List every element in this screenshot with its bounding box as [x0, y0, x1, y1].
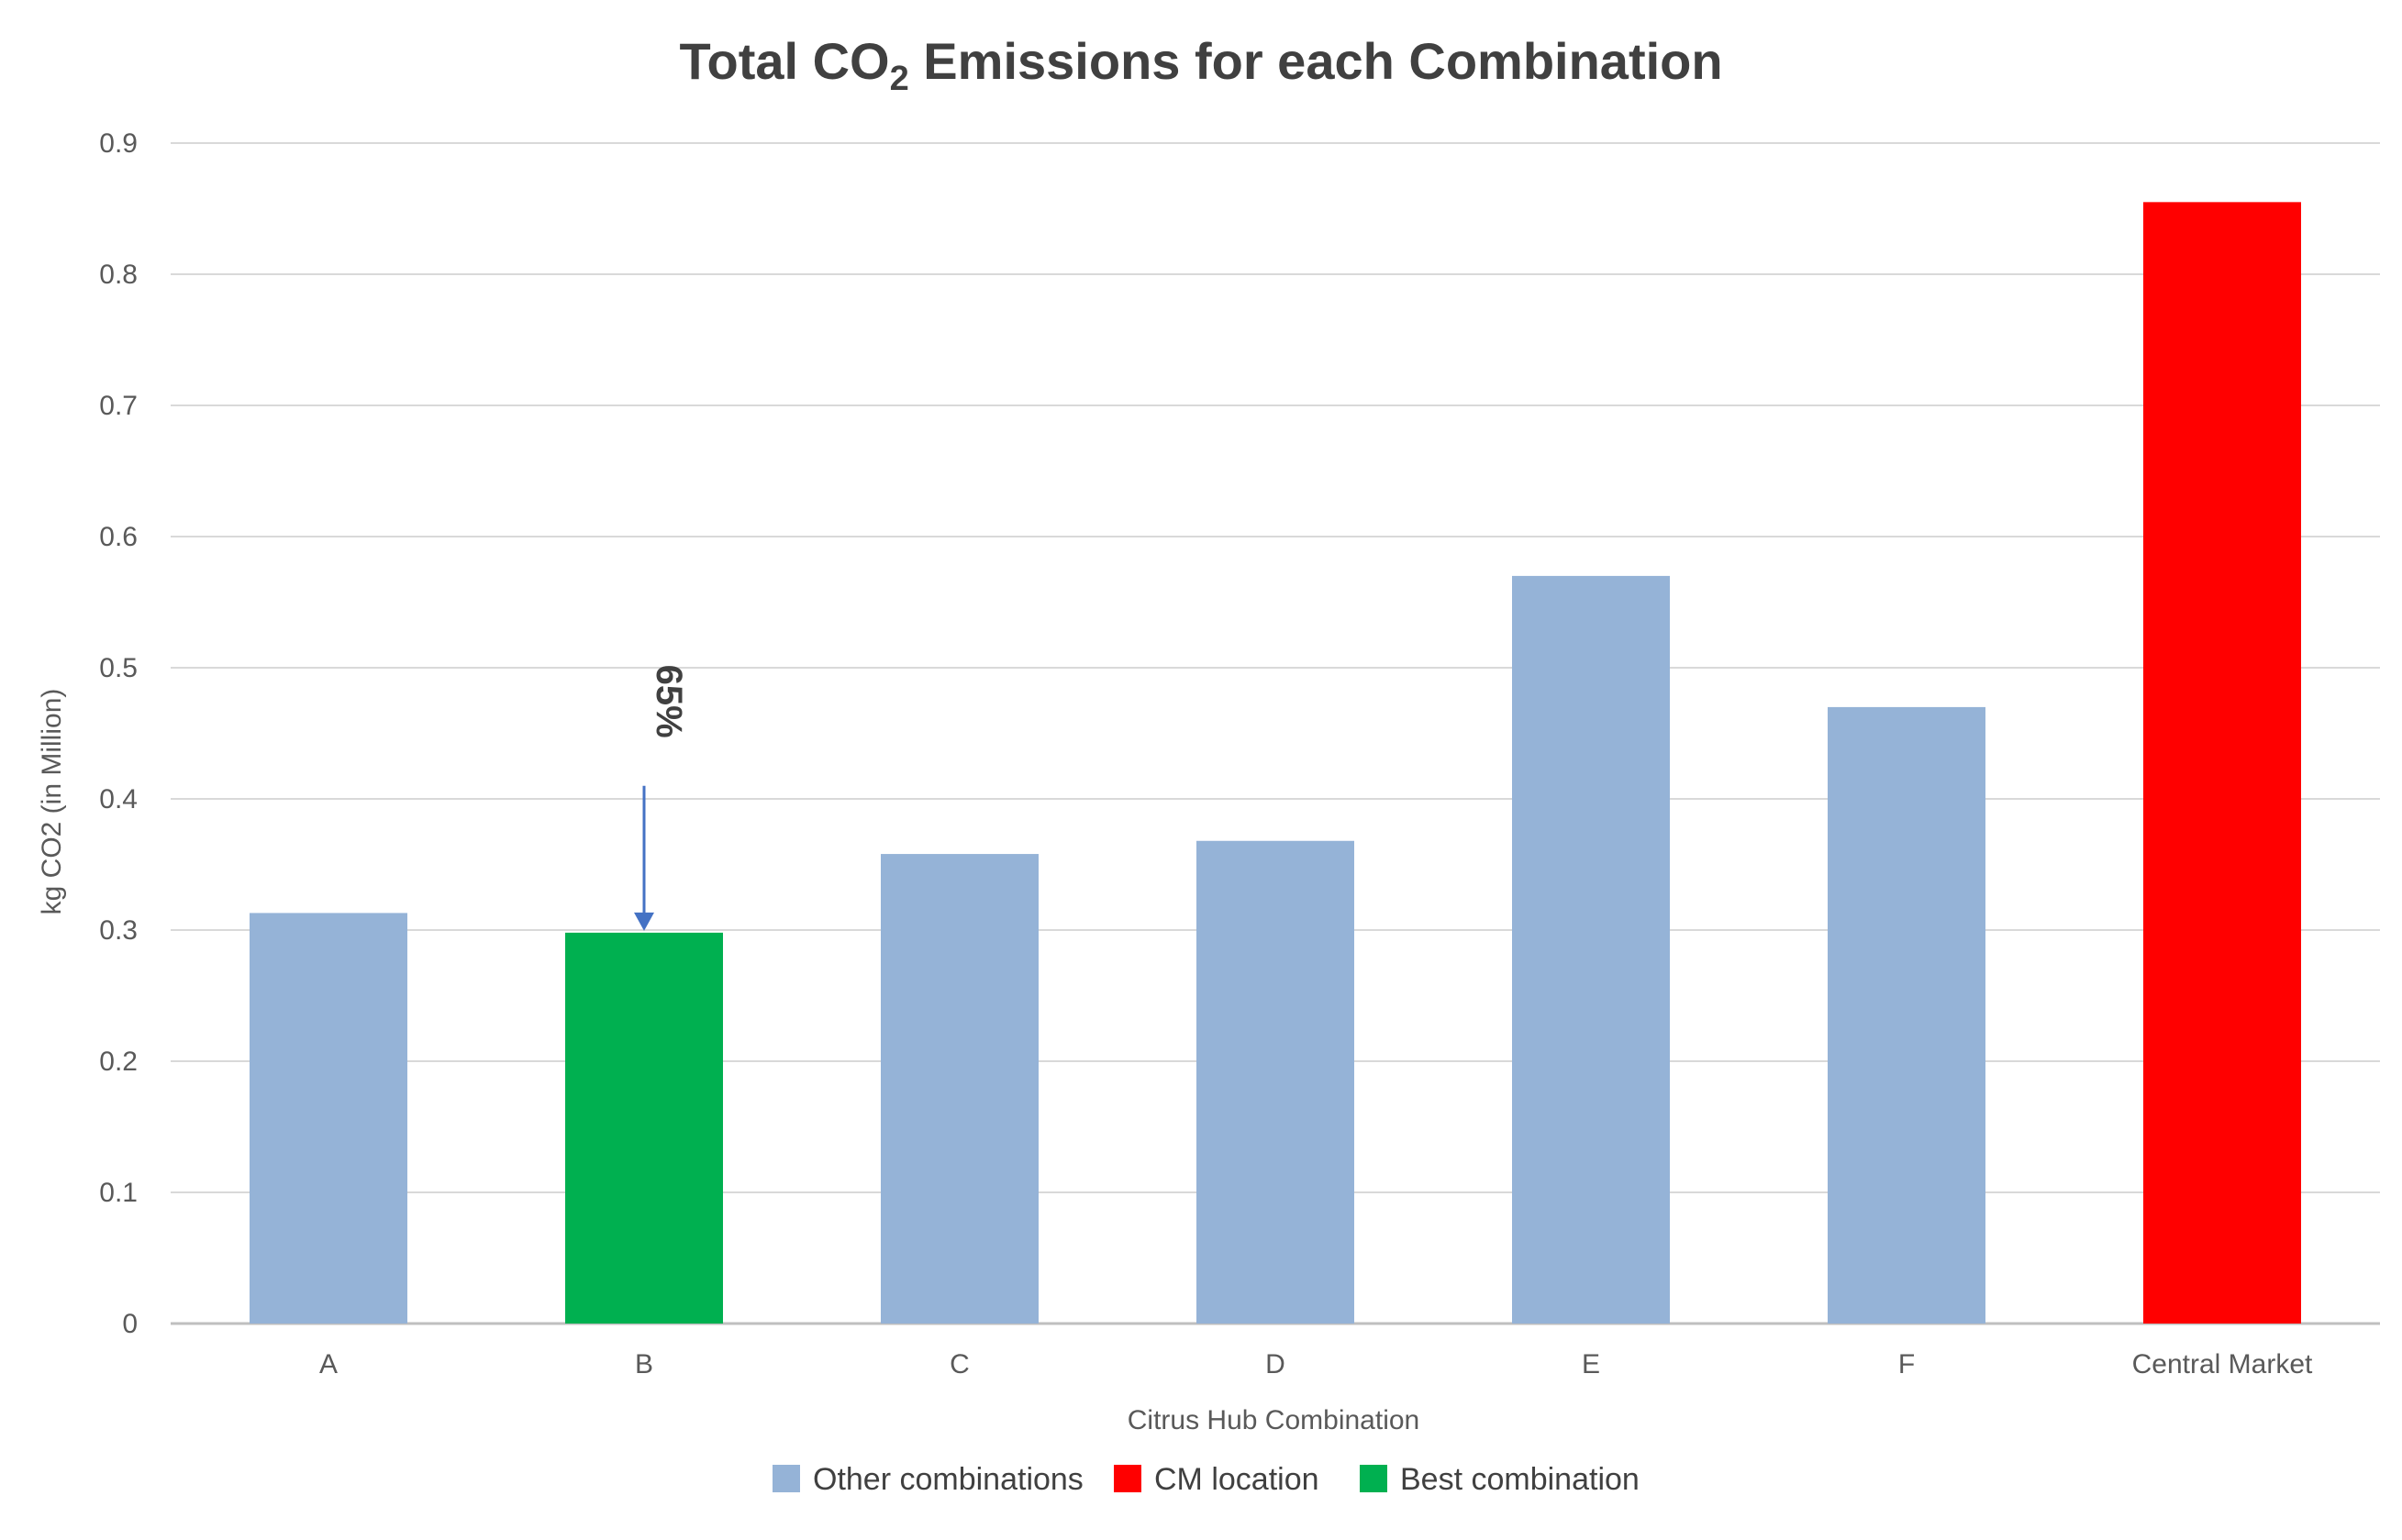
y-tick-label: 0.9: [99, 128, 138, 159]
bar-f: [1828, 706, 1985, 1324]
legend-swatch-other: [773, 1465, 800, 1492]
y-tick-label: 0.6: [99, 522, 138, 552]
bar-central-market: [2143, 202, 2301, 1324]
x-tick-label: B: [635, 1349, 653, 1379]
y-tick-label: 0.1: [99, 1178, 138, 1208]
x-tick-label: F: [1898, 1349, 1915, 1379]
y-tick-label: 0.5: [99, 653, 138, 683]
y-tick-label: 0.4: [99, 784, 138, 814]
legend-label-best: Best combination: [1400, 1462, 1640, 1497]
gridlines: [171, 142, 2380, 1325]
x-tick-labels: A B C D E F Central Market: [319, 1349, 2313, 1379]
x-tick-label: C: [950, 1349, 970, 1379]
annotation-label: 65%: [649, 665, 689, 738]
bar-e: [1512, 575, 1670, 1324]
legend: Other combinations CM location Best combin…: [773, 1462, 1640, 1497]
y-axis-label: kg CO2 (in Million): [37, 689, 67, 915]
y-tick-label: 0.2: [99, 1047, 138, 1077]
x-tick-label: Central Market: [2132, 1349, 2313, 1379]
chart-title-subscript: 2: [890, 60, 909, 98]
bars: [250, 202, 2301, 1324]
x-tick-label: A: [319, 1349, 338, 1379]
y-tick-label: 0: [122, 1309, 138, 1339]
y-tick-label: 0.3: [99, 915, 138, 946]
bar-a: [250, 913, 407, 1324]
chart-title: Total CO2 Emissions for each Combination: [679, 32, 1722, 98]
x-tick-label: D: [1265, 1349, 1285, 1379]
bar-c: [881, 854, 1039, 1324]
x-tick-label: E: [1582, 1349, 1600, 1379]
annotation: 65%: [634, 665, 689, 931]
legend-swatch-best: [1360, 1465, 1387, 1492]
y-tick-labels: 0 0.1 0.2 0.3 0.4 0.5 0.6 0.7 0.8 0.9: [99, 128, 138, 1339]
y-tick-label: 0.8: [99, 260, 138, 290]
x-axis-label: Citrus Hub Combination: [1128, 1405, 1419, 1435]
legend-swatch-cm: [1114, 1465, 1141, 1492]
bar-d: [1196, 840, 1354, 1324]
bar-b: [565, 932, 723, 1324]
legend-label-cm: CM location: [1154, 1462, 1319, 1497]
y-tick-label: 0.7: [99, 391, 138, 421]
legend-label-other: Other combinations: [813, 1462, 1084, 1497]
annotation-arrow-head: [634, 912, 654, 931]
